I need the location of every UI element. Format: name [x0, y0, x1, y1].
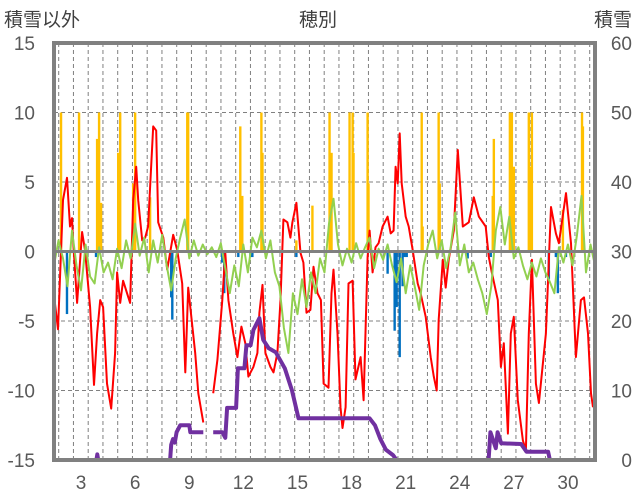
x-tick-label: 3	[76, 473, 87, 494]
left-y-tick-label: 0	[24, 243, 35, 264]
orange-bar	[261, 152, 264, 252]
blue-bar	[554, 251, 558, 258]
left-y-tick-label: -15	[8, 451, 35, 472]
orange-bar	[311, 205, 314, 252]
orange-bar	[438, 183, 441, 252]
left-axis-title: 積雪以外	[4, 9, 80, 31]
right-y-tick-label: 20	[611, 312, 632, 333]
orange-bar	[508, 112, 512, 252]
orange-bar	[328, 112, 331, 252]
orange-bar	[348, 112, 351, 252]
blue-bar	[466, 251, 469, 259]
orange-bar	[330, 152, 333, 252]
orange-bar	[530, 112, 534, 252]
blue-bar	[237, 251, 240, 258]
blue-bar	[489, 251, 492, 258]
blue-bar	[386, 251, 389, 274]
green-series-line	[53, 194, 596, 354]
right-y-tick-label: 50	[611, 104, 632, 125]
right-y-tick-label: 60	[611, 34, 632, 55]
orange-bar	[437, 112, 440, 252]
x-tick-label: 27	[503, 473, 524, 494]
blue-bar	[221, 251, 224, 263]
orange-bar	[241, 195, 244, 252]
x-tick-label: 18	[341, 473, 362, 494]
orange-bar	[148, 197, 152, 252]
blue-bar	[393, 251, 396, 331]
orange-bar	[186, 112, 190, 252]
orange-bar	[99, 202, 103, 252]
blue-bar	[94, 251, 98, 258]
blue-bar	[251, 251, 254, 258]
x-tick-label: 21	[395, 473, 416, 494]
orange-bar	[352, 152, 355, 252]
orange-bar	[116, 152, 120, 252]
orange-bar	[492, 138, 496, 252]
blue-bar	[405, 251, 408, 258]
blue-bar	[295, 251, 298, 258]
orange-bar	[512, 166, 516, 252]
bar-series	[59, 112, 585, 358]
x-tick-label: 12	[233, 473, 254, 494]
orange-bar	[421, 226, 424, 252]
x-tick-label: 9	[184, 473, 195, 494]
orange-bar	[527, 112, 531, 252]
chart-title: 穂別	[299, 9, 337, 31]
left-y-tick-label: -5	[18, 312, 35, 333]
line-series	[52, 125, 596, 462]
x-tick-label: 15	[287, 473, 308, 494]
orange-bar	[561, 209, 565, 252]
blue-bar	[556, 251, 560, 294]
x-tick-label: 30	[557, 473, 578, 494]
orange-bar	[97, 112, 101, 252]
left-y-tick-label: 5	[24, 173, 35, 194]
orange-bar	[295, 240, 298, 252]
x-tick-label: 6	[130, 473, 141, 494]
orange-bar	[367, 183, 370, 252]
blue-bar	[403, 251, 406, 258]
orange-bar	[420, 112, 423, 252]
gridlines	[54, 43, 595, 460]
x-tick-label: 24	[449, 473, 471, 494]
right-y-tick-label: 0	[621, 451, 632, 472]
plot-frame	[52, 41, 597, 462]
left-y-tick-label: 10	[14, 104, 35, 125]
right-axis-title: 積雪	[594, 9, 632, 31]
red-series-line	[52, 125, 594, 452]
blue-bar	[398, 251, 401, 358]
right-y-tick-label: 10	[611, 382, 632, 403]
right-y-tick-label: 40	[611, 173, 632, 194]
left-y-tick-label: 15	[14, 34, 35, 55]
orange-bar	[581, 126, 585, 252]
orange-bar	[59, 112, 63, 252]
orange-bar	[366, 112, 369, 252]
orange-bar	[77, 112, 81, 252]
orange-bar	[95, 138, 99, 252]
orange-bar	[118, 112, 122, 252]
left-y-tick-label: -10	[8, 382, 35, 403]
orange-bar	[510, 112, 514, 252]
right-y-tick-label: 30	[611, 243, 632, 264]
purple-series-line	[53, 316, 595, 462]
orange-bar	[239, 126, 242, 252]
